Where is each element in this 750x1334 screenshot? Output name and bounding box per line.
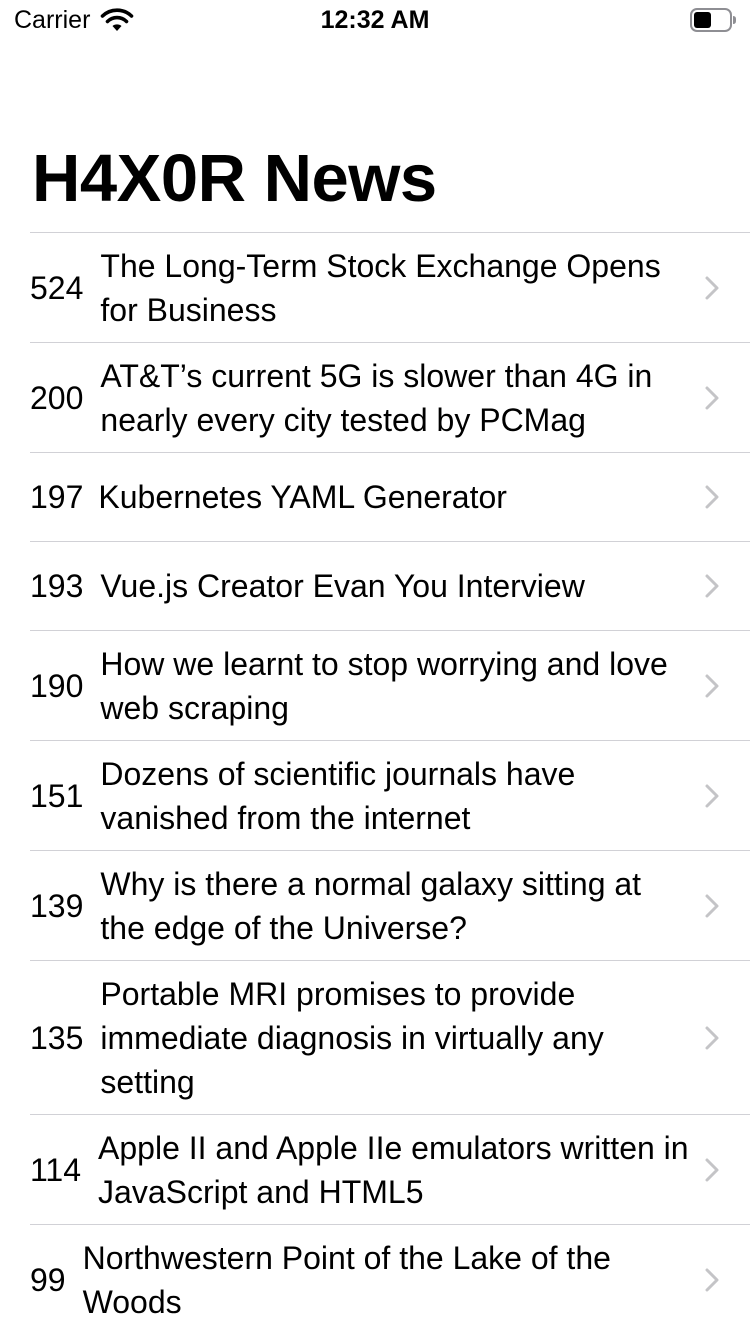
chevron-right-icon (705, 1026, 719, 1049)
post-points: 114 (30, 1151, 82, 1188)
chevron-right-icon (705, 574, 719, 598)
post-points: 139 (30, 887, 84, 924)
post-title: The Long-Term Stock Exchange Opens for B… (100, 247, 661, 328)
post-points: 524 (30, 269, 84, 306)
news-row[interactable]: 151 Dozens of scientific journals have v… (30, 741, 750, 851)
post-points: 200 (30, 379, 84, 416)
news-row[interactable]: 99 Northwestern Point of the Lake of the… (30, 1225, 750, 1334)
page-title: H4X0R News (32, 141, 437, 216)
chevron-right-icon (705, 1268, 719, 1291)
chevron-right-icon (705, 674, 719, 697)
status-bar: Carrier 12:32 AM (0, 0, 750, 40)
news-row[interactable]: 135 Portable MRI promises to provide imm… (30, 961, 750, 1115)
post-points: 151 (30, 777, 84, 814)
post-title: Why is there a normal galaxy sitting at … (100, 865, 642, 946)
post-points: 193 (30, 568, 84, 604)
news-row[interactable]: 114 Apple II and Apple IIe emulators wri… (30, 1115, 750, 1225)
chevron-right-icon (705, 485, 719, 509)
post-points: 197 (30, 479, 84, 515)
news-row[interactable]: 200 AT&T’s current 5G is slower than 4G … (30, 343, 750, 453)
battery-icon (690, 8, 736, 32)
post-points: 99 (30, 1261, 66, 1298)
post-title: Northwestern Point of the Lake of the Wo… (82, 1239, 611, 1320)
news-list: 524 The Long-Term Stock Exchange Opens f… (30, 232, 750, 1334)
post-title: Dozens of scientific journals have vanis… (100, 755, 576, 836)
chevron-right-icon (705, 1158, 719, 1181)
post-title: How we learnt to stop worrying and love … (100, 645, 668, 726)
carrier-label: Carrier (14, 6, 91, 34)
post-title: Vue.js Creator Evan You Interview (100, 568, 585, 604)
post-points: 135 (30, 1019, 84, 1056)
status-time: 12:32 AM (320, 6, 430, 34)
wifi-icon (101, 8, 134, 31)
chevron-right-icon (705, 784, 719, 807)
news-row[interactable]: 524 The Long-Term Stock Exchange Opens f… (30, 233, 750, 343)
post-title: AT&T’s current 5G is slower than 4G in n… (100, 357, 653, 438)
carrier-group: Carrier (14, 6, 134, 34)
news-row[interactable]: 193 Vue.js Creator Evan You Interview (30, 542, 750, 631)
news-row[interactable]: 139 Why is there a normal galaxy sitting… (30, 851, 750, 961)
post-title: Portable MRI promises to provide immedia… (100, 975, 604, 1100)
chevron-right-icon (705, 386, 719, 409)
chevron-right-icon (705, 276, 719, 299)
post-title: Kubernetes YAML Generator (98, 479, 507, 515)
post-points: 190 (30, 667, 84, 704)
news-row[interactable]: 190 How we learnt to stop worrying and l… (30, 631, 750, 741)
chevron-right-icon (705, 894, 719, 917)
news-row[interactable]: 197 Kubernetes YAML Generator (30, 453, 750, 542)
post-title: Apple II and Apple IIe emulators written… (98, 1129, 689, 1210)
